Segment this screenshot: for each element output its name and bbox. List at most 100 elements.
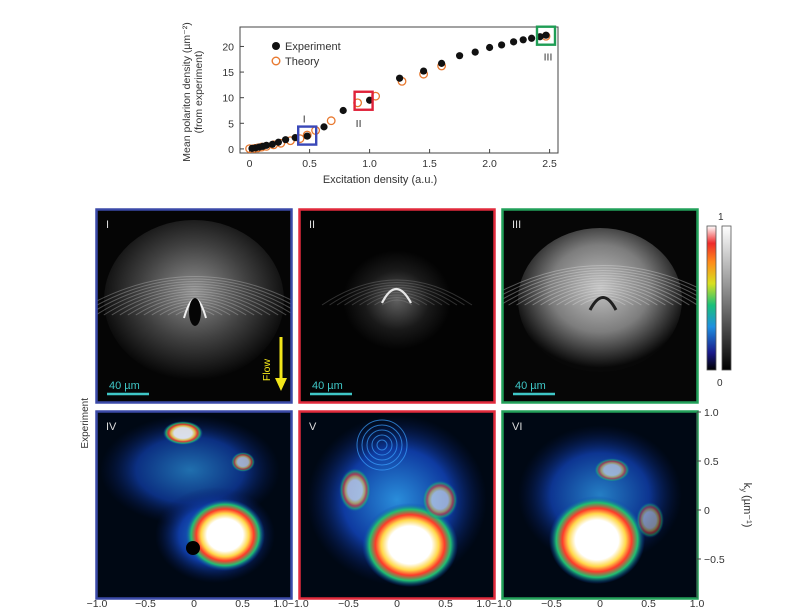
kx-tick-label: 1.0−1.0 xyxy=(273,598,308,610)
flow-arrow-head xyxy=(275,378,287,391)
legend: Experiment Theory xyxy=(271,41,341,68)
ky-tick-label: 1.0 xyxy=(704,407,719,419)
legend-marker-experiment xyxy=(272,42,280,50)
experiment-point xyxy=(536,33,544,41)
ky-tick-label: 0 xyxy=(704,505,710,517)
ky-axis: 1.0 0.5 0 −0.5 ky(µm⁻¹) xyxy=(696,407,753,598)
y-tick-label: 0 xyxy=(228,144,234,156)
colorbar: 1 0 xyxy=(706,212,732,389)
panel-VI: VI xyxy=(501,410,699,600)
experiment-point xyxy=(519,36,527,44)
kx-axis: −1.0 −0.5 0 0.5 1.0−1.0 −0.5 0 0.5 1.0−1.0 −0.5 0 0… xyxy=(87,598,705,610)
y-tick-label: 10 xyxy=(222,93,234,105)
pump-spot-marker xyxy=(186,541,200,555)
colorbar-max: 1 xyxy=(718,212,724,223)
row-label-experiment: Experiment xyxy=(80,398,91,449)
legend-label-experiment: Experiment xyxy=(285,41,341,53)
panel-II-label: II xyxy=(309,219,315,231)
annotation-label: II xyxy=(356,118,362,130)
y-tick-label: 15 xyxy=(222,67,234,79)
experiment-point xyxy=(542,31,550,39)
kx-tick-label: 0 xyxy=(191,598,197,610)
panel-III: III 40 µm xyxy=(501,208,699,404)
annotation-box xyxy=(535,25,557,46)
panel-IV-frame xyxy=(95,410,293,600)
x-tick-label: 1.0 xyxy=(362,158,377,170)
panel-I-frame xyxy=(95,208,293,404)
kx-tick-label: 1.0−1.0 xyxy=(476,598,511,610)
panel-III-frame xyxy=(501,208,699,404)
x-tick-label: 2.0 xyxy=(482,158,497,170)
kx-tick-label: 0.5 xyxy=(438,598,453,610)
x-axis: 0 0.5 1.0 1.5 2.0 2.5 xyxy=(247,149,557,170)
experiment-point xyxy=(486,43,494,52)
ky-tick-label: −0.5 xyxy=(704,554,725,566)
kx-tick-label: 0 xyxy=(597,598,603,610)
colorbar-color xyxy=(706,225,717,371)
experiment-point xyxy=(420,67,428,75)
kx-tick-label: −0.5 xyxy=(338,598,359,610)
scatter-chart: 0 5 10 15 20 0 0.5 1.0 1.5 2.0 2.5 Mean polariton… xyxy=(181,22,559,186)
experiment-point xyxy=(291,134,299,142)
y-tick-label: 20 xyxy=(222,41,234,53)
experiment-point xyxy=(456,52,464,60)
panel-II: II 40 µm xyxy=(298,208,496,404)
y-tick-label: 5 xyxy=(228,118,234,130)
annotation-label: I xyxy=(303,114,306,126)
scale-bar-label: 40 µm xyxy=(109,380,140,392)
ky-axis-label: ky(µm⁻¹) xyxy=(739,483,753,528)
y-axis: 0 5 10 15 20 xyxy=(222,41,244,156)
colorbar-min: 0 xyxy=(717,378,723,389)
experiment-point xyxy=(303,132,311,140)
x-tick-label: 0 xyxy=(247,158,253,170)
colorbar-gray xyxy=(721,225,732,371)
panel-III-label: III xyxy=(512,219,521,231)
plot-frame xyxy=(239,26,559,154)
experiment-point xyxy=(320,123,328,131)
kx-tick-label: 0.5 xyxy=(235,598,250,610)
experiment-point xyxy=(282,136,290,144)
legend-label-theory: Theory xyxy=(285,56,320,68)
x-axis-label: Excitation density (a.u.) xyxy=(323,174,437,186)
experiment-point xyxy=(509,38,518,46)
x-tick-label: 1.5 xyxy=(422,158,437,170)
annotation-box xyxy=(297,125,318,146)
kx-tick-label: −0.5 xyxy=(541,598,562,610)
scale-bar-label: 40 µm xyxy=(312,380,343,392)
experiment-point xyxy=(471,48,479,56)
panel-VI-label: VI xyxy=(512,421,522,433)
experiment-point xyxy=(262,141,270,149)
ky-tick-label: 0.5 xyxy=(704,456,719,468)
annotation-label: III xyxy=(544,52,553,64)
panel-V: V xyxy=(298,410,496,600)
panel-II-frame xyxy=(298,208,496,404)
kx-tick-label: 0 xyxy=(394,598,400,610)
kx-tick-label: 1.0 xyxy=(690,598,705,610)
kx-tick-label: −1.0 xyxy=(87,598,108,610)
panel-V-frame xyxy=(298,410,496,600)
experiment-point xyxy=(438,59,446,67)
experiment-point xyxy=(396,74,404,82)
experiment-point xyxy=(339,106,347,115)
experiment-point xyxy=(498,41,506,49)
annotation-box xyxy=(353,90,374,111)
panel-V-label: V xyxy=(309,421,317,433)
legend-marker-theory xyxy=(271,56,281,66)
panel-I: I 40 µm Flow xyxy=(95,208,293,404)
flow-label: Flow xyxy=(261,358,273,381)
experiment-point xyxy=(274,138,282,146)
kx-tick-label: −0.5 xyxy=(135,598,156,610)
experiment-point xyxy=(528,34,536,42)
kx-tick-label: 0.5 xyxy=(641,598,656,610)
y-axis-label: Mean polariton density (µm⁻²) xyxy=(181,22,193,161)
scale-bar-label: 40 µm xyxy=(515,380,546,392)
panel-VI-frame xyxy=(501,410,699,600)
y-axis-label-2: (from experiment) xyxy=(193,51,205,134)
x-tick-label: 0.5 xyxy=(302,158,317,170)
panel-IV-label: IV xyxy=(106,421,117,433)
panel-IV: IV xyxy=(95,410,293,600)
experiment-point xyxy=(268,140,276,148)
panel-I-label: I xyxy=(106,219,109,231)
